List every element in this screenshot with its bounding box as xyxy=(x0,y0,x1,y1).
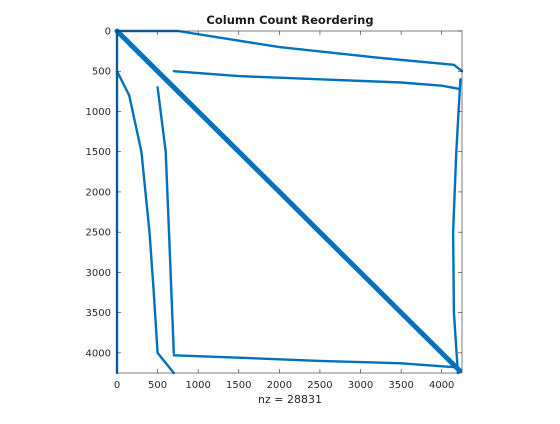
x-tick-label: 1500 xyxy=(226,380,251,391)
nonzero-band-1 xyxy=(114,28,463,374)
x-tick-label: 0 xyxy=(114,380,120,391)
nonzero-band-4 xyxy=(115,69,176,375)
y-tick-label: 1500 xyxy=(86,147,111,158)
x-axis: 0 500 1000 1500 2000 2500 3000 3500 4000 xyxy=(114,31,454,391)
x-tick-label: 3500 xyxy=(388,380,413,391)
y-tick-label: 1000 xyxy=(86,107,111,118)
x-tick-label: 2000 xyxy=(267,380,292,391)
y-tick-label: 0 xyxy=(105,27,111,38)
y-tick-label: 4000 xyxy=(86,348,111,359)
nonzero-band-7 xyxy=(172,354,460,369)
y-tick-label: 3500 xyxy=(86,308,111,319)
y-tick-label: 500 xyxy=(92,67,111,78)
y-tick-label: 2500 xyxy=(86,228,111,239)
y-axis: 0 500 1000 1500 2000 2500 3000 3500 4000 xyxy=(86,27,462,359)
x-tick-label: 2500 xyxy=(307,380,332,391)
nonzero-band-6 xyxy=(451,78,462,375)
x-tick-label: 3000 xyxy=(348,380,373,391)
nonzero-band-3 xyxy=(172,69,461,91)
y-tick-label: 3000 xyxy=(86,268,111,279)
chart-title: Column Count Reordering xyxy=(206,13,373,27)
axes-frame xyxy=(116,30,463,374)
nonzero-band-5 xyxy=(156,86,176,355)
x-tick-label: 1000 xyxy=(185,380,210,391)
x-tick-label: 4000 xyxy=(429,380,454,391)
x-tick-label: 500 xyxy=(148,380,167,391)
x-axis-label: nz = 28831 xyxy=(258,393,322,406)
y-tick-label: 2000 xyxy=(86,187,111,198)
